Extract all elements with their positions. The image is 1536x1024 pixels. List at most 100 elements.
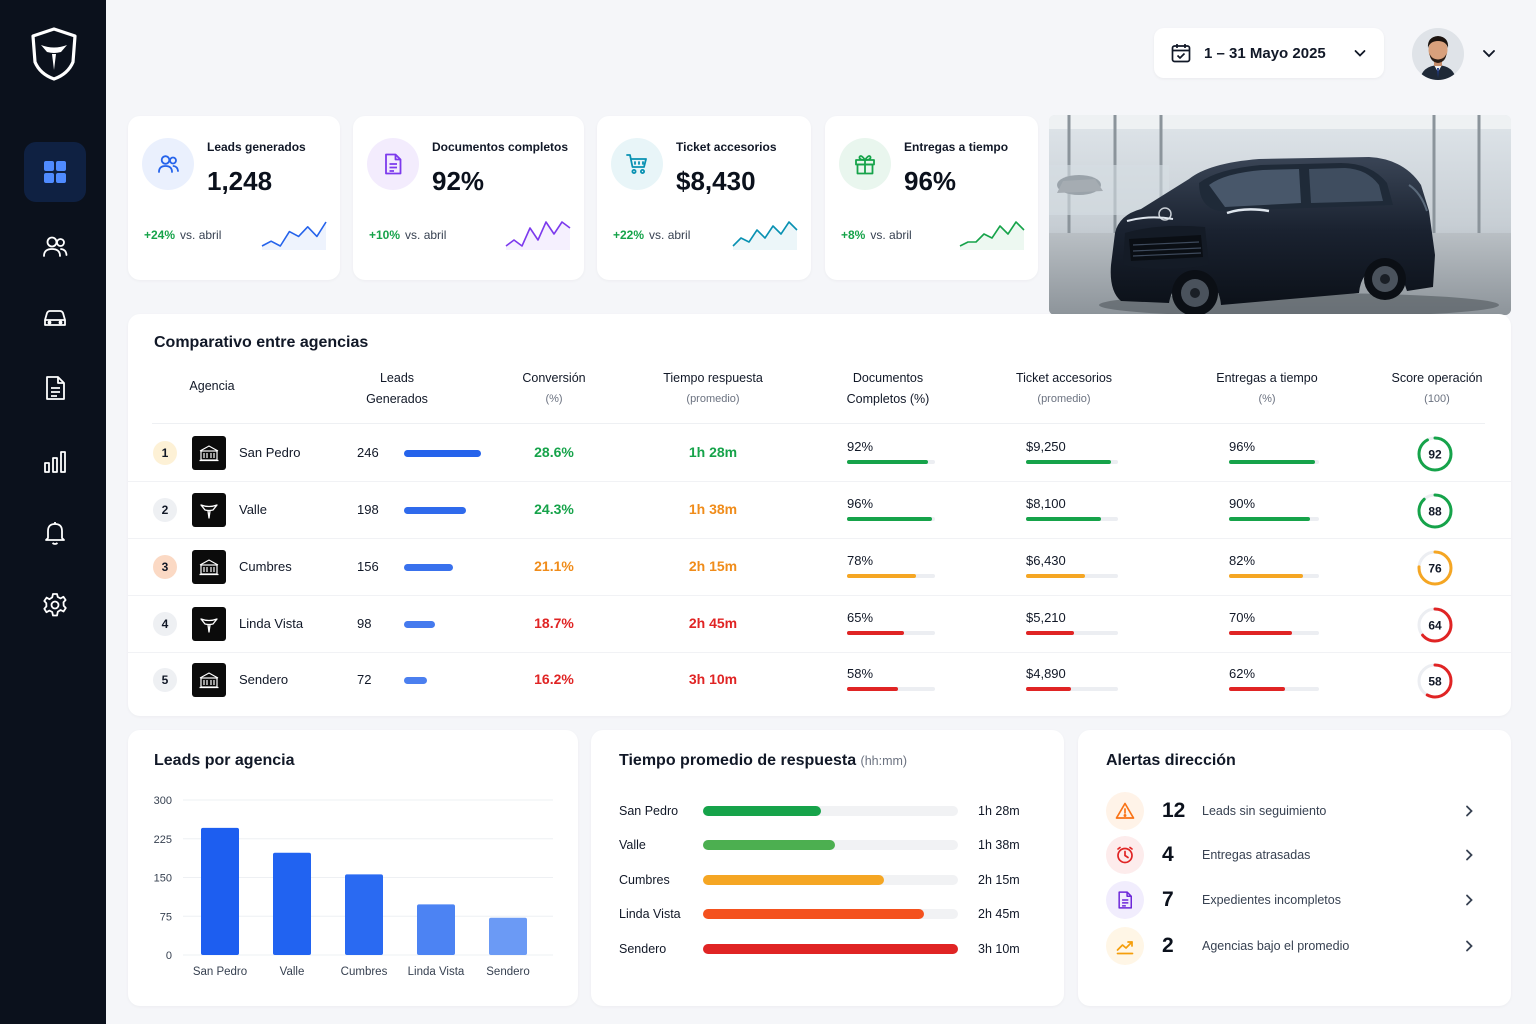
alert-icon-badge: [1106, 836, 1144, 874]
agency-name: Sendero: [239, 672, 289, 687]
sidebar-item-notifications[interactable]: [24, 503, 86, 563]
sidebar-item-dashboard[interactable]: [24, 142, 86, 202]
table-row[interactable]: 4 Linda Vista 98 18.7% 2h 45m 65% $5,210…: [128, 596, 1511, 653]
conversion-value: 18.7%: [534, 615, 574, 631]
agency-name: Valle: [239, 502, 267, 517]
ticket-value: $9,250: [1026, 439, 1066, 454]
deliveries-bar-track: [1229, 517, 1319, 521]
documents-value: 96%: [847, 496, 874, 511]
table-row[interactable]: 2 Valle 198 24.3% 1h 38m 96% $8,100 90% …: [128, 482, 1511, 539]
alert-count: 12: [1162, 799, 1186, 822]
hbar-value-label: 2h 15m: [978, 873, 1020, 887]
rank-badge: 5: [153, 668, 177, 692]
bar[interactable]: [345, 874, 383, 955]
hbar-track: [703, 806, 958, 816]
documents-value: 65%: [847, 610, 874, 625]
sidebar-item-settings[interactable]: [24, 575, 86, 635]
hbar-fill[interactable]: [703, 806, 822, 816]
ticket-bar-track: [1026, 631, 1118, 635]
brand-logo-icon[interactable]: [28, 26, 80, 82]
gift-icon: [853, 152, 877, 176]
documents-bar-fill: [847, 687, 898, 691]
leads-chart-card: Leads por agencia 0 75 150 225 300 San Pedro V…: [128, 730, 578, 1006]
building-icon: [198, 669, 220, 691]
user-avatar[interactable]: [1412, 28, 1464, 80]
sidebar-item-reports[interactable]: [24, 432, 86, 492]
table-row[interactable]: 3 Cumbres 156 21.1% 2h 15m 78% $6,430 82…: [128, 539, 1511, 596]
dashboard-icon: [44, 161, 66, 183]
hbar-fill[interactable]: [703, 875, 885, 885]
users-icon: [156, 152, 180, 176]
chevron-right-icon[interactable]: [1461, 938, 1477, 954]
score-ring-arc: [1417, 607, 1453, 643]
calendar-icon: [1171, 44, 1191, 63]
y-tick-label: 0: [166, 950, 172, 962]
col-header-ticket: Ticket accesorios (promedio): [1015, 371, 1113, 405]
bar[interactable]: [273, 852, 311, 955]
deliveries-bar-fill: [1229, 460, 1316, 464]
table-row[interactable]: 5 Sendero 72 16.2% 3h 10m 58% $4,890 62%…: [128, 652, 1511, 709]
chevron-right-icon[interactable]: [1461, 803, 1477, 819]
y-tick-label: 150: [154, 873, 172, 885]
hbar-track: [703, 944, 958, 954]
hbar-category-label: Linda Vista: [619, 907, 681, 921]
x-tick-label: Linda Vista: [408, 966, 465, 978]
score-ring: 64: [1417, 607, 1453, 643]
car-icon: [44, 310, 66, 326]
col-header-documents: Documentos Completos (%): [846, 371, 930, 406]
conversion-value: 16.2%: [534, 671, 574, 687]
x-tick-label: Cumbres: [341, 966, 388, 978]
kpi-label: Leads generados: [207, 140, 306, 154]
kpi-value: 1,248: [207, 166, 273, 196]
sidebar-item-documents[interactable]: [24, 358, 86, 418]
hbar-fill[interactable]: [703, 909, 925, 919]
response-chart-unit: (hh:mm): [860, 754, 908, 768]
bar[interactable]: [201, 827, 239, 955]
col-header-response: Tiempo respuesta (promedio): [663, 371, 763, 405]
deliveries-bar-fill: [1229, 517, 1310, 521]
alert-item[interactable]: 4 Entregas atrasadas: [1106, 836, 1476, 874]
agency-logo: [192, 663, 226, 697]
hbar-track: [703, 875, 958, 885]
hbar-fill[interactable]: [703, 944, 958, 954]
sparkline-area: [262, 222, 326, 250]
kpi-icon-badge: [611, 138, 663, 190]
documents-bar-fill: [847, 574, 916, 578]
hbar-fill[interactable]: [703, 840, 835, 850]
account-menu-chevron-icon[interactable]: [1480, 44, 1498, 62]
kpi-label: Documentos completos: [432, 140, 569, 154]
hbar-value-label: 1h 28m: [978, 804, 1020, 818]
bell-icon: [45, 522, 65, 545]
leads-bar: [404, 677, 427, 684]
agency-logo: [192, 436, 226, 470]
kpi-card: Documentos completos 92% +10% vs. abril: [353, 116, 584, 280]
col-header-agency: Agencia: [189, 379, 235, 393]
date-range-picker[interactable]: 1 – 31 Mayo 2025: [1154, 28, 1384, 78]
deliveries-value: 96%: [1229, 439, 1256, 454]
alert-item[interactable]: 2 Agencias bajo el promedio: [1106, 927, 1476, 965]
comparison-title: Comparativo entre agencias: [154, 334, 369, 351]
bar[interactable]: [489, 917, 527, 955]
hbar-value-label: 3h 10m: [978, 942, 1020, 956]
warning-icon: [1115, 801, 1135, 821]
sidebar-item-users[interactable]: [24, 217, 86, 277]
bar[interactable]: [417, 904, 455, 955]
alert-item[interactable]: 12 Leads sin seguimiento: [1106, 792, 1476, 830]
rank-badge: 4: [153, 612, 177, 636]
table-row[interactable]: 1 San Pedro 246 28.6% 1h 28m 92% $9,250 …: [128, 425, 1511, 482]
leads-bar-chart: 0 75 150 225 300 San Pedro Valle Cumbres Linda V…: [154, 795, 553, 978]
alert-item[interactable]: 7 Expedientes incompletos: [1106, 881, 1476, 919]
score-ring: 76: [1417, 550, 1453, 586]
chevron-right-icon[interactable]: [1461, 847, 1477, 863]
leads-bar: [404, 564, 453, 571]
deliveries-bar-track: [1229, 631, 1319, 635]
score-ring-arc: [1417, 436, 1453, 472]
kpi-delta: +8% vs. abril: [841, 228, 912, 242]
col-header-conversion: Conversión (%): [522, 371, 586, 405]
ticket-bar-track: [1026, 517, 1118, 521]
sidebar-item-vehicles[interactable]: [24, 287, 86, 347]
kpi-sparkline: [959, 221, 1025, 250]
ticket-bar-track: [1026, 574, 1118, 578]
chevron-right-icon[interactable]: [1461, 892, 1477, 908]
clock-icon: [1115, 845, 1135, 865]
